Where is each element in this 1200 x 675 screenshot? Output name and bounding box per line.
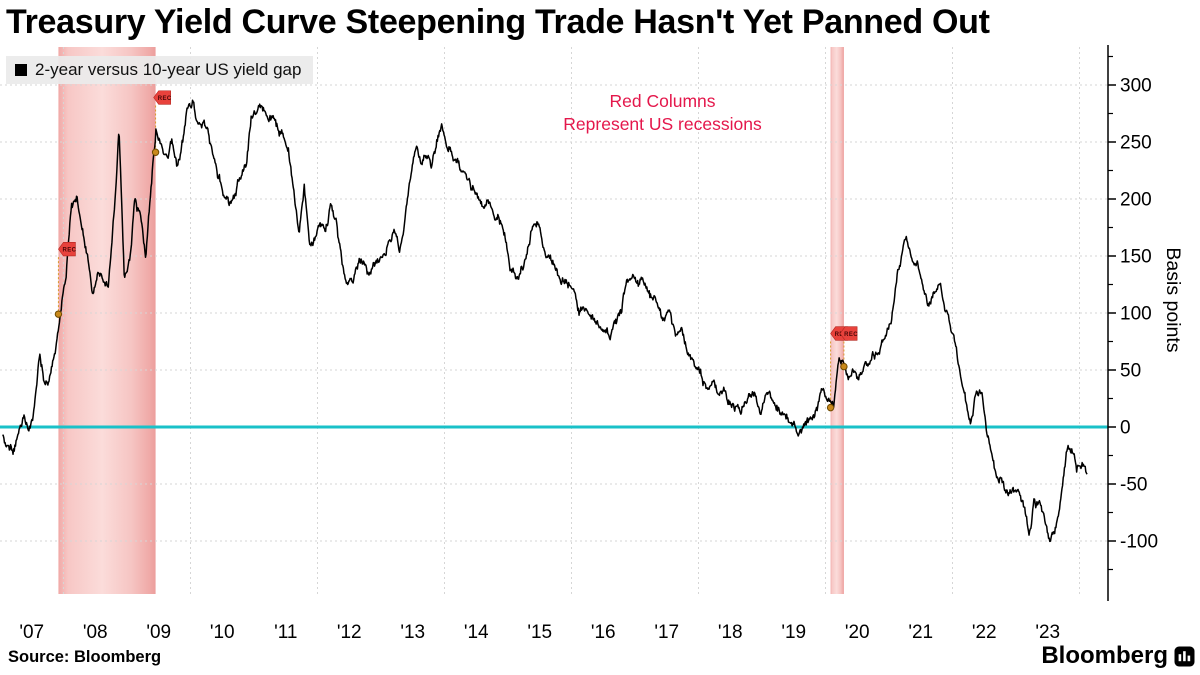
legend-swatch-icon <box>15 64 27 76</box>
x-tick-label: '11 <box>274 622 297 643</box>
y-tick-label: -100 <box>1120 532 1158 553</box>
x-tick-label: '15 <box>527 622 552 643</box>
rec-marker-label: REC <box>62 247 76 253</box>
bloomberg-logo-icon <box>1174 646 1195 666</box>
bloomberg-wordmark: Bloomberg <box>1041 642 1168 669</box>
x-tick-label: '16 <box>591 622 616 643</box>
x-tick-label: '23 <box>1035 622 1060 643</box>
x-tick-label: '10 <box>210 622 235 643</box>
rec-marker-label: REC <box>158 96 172 102</box>
x-tick-label: '18 <box>718 622 743 643</box>
y-tick-label: 100 <box>1120 304 1152 325</box>
x-tick-label: '21 <box>908 622 933 643</box>
recession-annotation-line2: Represent US recessions <box>563 114 762 134</box>
rec-marker-flag <box>153 90 171 105</box>
legend-label: 2-year versus 10-year US yield gap <box>35 60 302 79</box>
x-tick-label: '12 <box>337 622 362 643</box>
x-tick-label: '22 <box>972 622 997 643</box>
rec-marker-flag <box>839 326 858 341</box>
x-tick-label: '17 <box>654 622 679 643</box>
x-tick-label: '13 <box>400 622 425 643</box>
x-tick-label: '19 <box>781 622 806 643</box>
recession-band <box>830 47 844 594</box>
recession-boundary-dot <box>826 403 835 412</box>
x-tick-label: '20 <box>845 622 870 643</box>
recession-boundary-dot <box>151 148 160 156</box>
y-tick-label: 250 <box>1120 133 1152 154</box>
recession-boundary-dot <box>840 362 848 371</box>
y-tick-label: 150 <box>1120 247 1152 268</box>
source-credit: Source: Bloomberg <box>8 648 162 666</box>
x-tick-label: '09 <box>146 622 171 643</box>
recession-annotation-line1: Red Columns <box>609 91 716 111</box>
recession-boundary-dot <box>54 310 63 318</box>
y-tick-label: -50 <box>1120 475 1147 496</box>
y-tick-label: 50 <box>1120 361 1141 382</box>
rec-marker: REC <box>153 90 172 105</box>
legend: 2-year versus 10-year US yield gap <box>6 56 314 84</box>
x-tick-label: '07 <box>19 622 44 643</box>
rec-marker-label: REC <box>844 332 858 338</box>
brand: Bloomberg <box>1041 642 1195 670</box>
rec-marker-flag <box>58 242 76 257</box>
y-tick-label: 300 <box>1120 76 1152 97</box>
x-tick-label: '08 <box>83 622 108 643</box>
y-tick-label: 0 <box>1120 418 1131 439</box>
y-tick-label: 200 <box>1120 190 1152 211</box>
rec-marker: REC <box>839 326 858 341</box>
chart-layer: RECRECRECREC300250200150100500-50-100'07… <box>0 45 1158 643</box>
rec-marker: REC <box>58 242 76 257</box>
recession-annotation: Red Columns Represent US recessions <box>500 90 825 136</box>
yield-gap-line <box>2 99 1088 543</box>
chart-title: Treasury Yield Curve Steepening Trade Ha… <box>6 3 990 41</box>
x-tick-label: '14 <box>464 622 489 643</box>
recession-band <box>58 47 156 594</box>
y-axis-title: Basis points <box>1162 247 1184 352</box>
